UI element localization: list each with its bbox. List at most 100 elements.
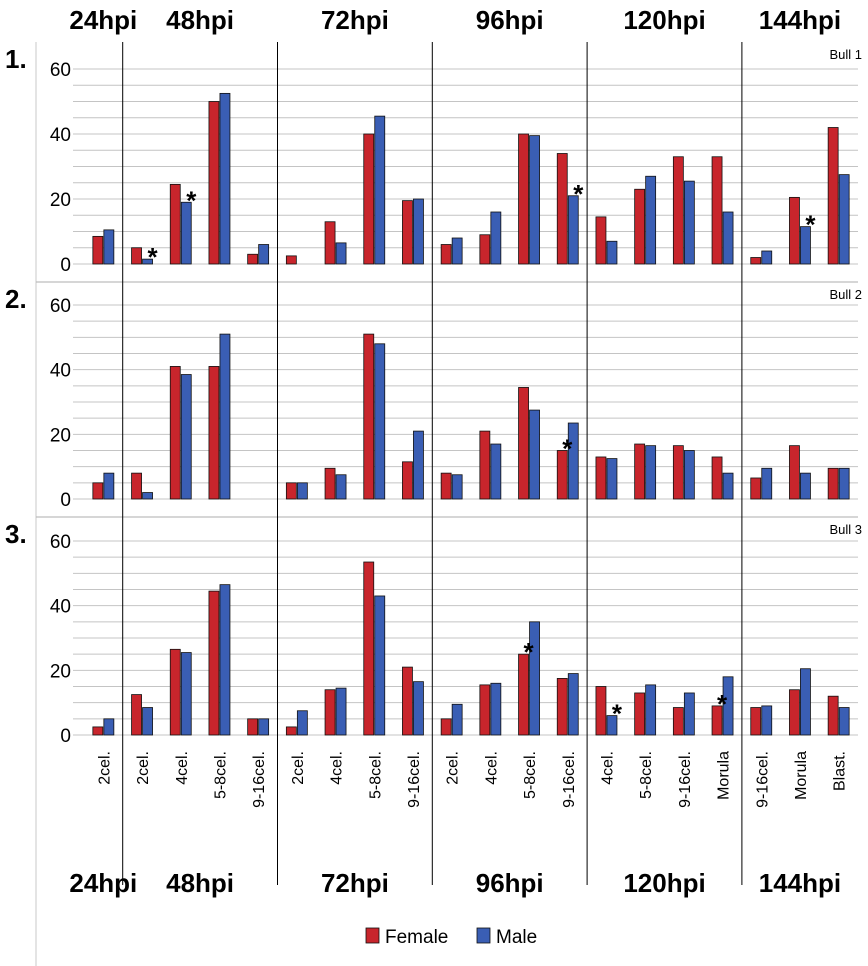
female-bar [789,445,800,500]
male-bar [374,115,386,265]
panel-bull-label: Bull 1 [829,47,862,62]
significance-star: * [805,210,816,240]
male-bar [413,681,424,736]
female-bar [595,216,607,265]
female-bar [789,196,800,265]
male-bar [838,174,850,265]
female-bar [672,445,684,500]
x-category-label: 2cel. [290,751,307,785]
y-tick-label: 40 [50,597,71,618]
bottom-header-label: 96hpi [476,868,544,898]
bottom-header-label: 144hpi [759,868,841,898]
significance-star: * [612,699,623,729]
bottom-header-label: 72hpi [321,868,389,898]
female-bar [556,450,568,500]
male-bar [645,175,657,265]
female-bar [131,247,142,265]
male-bar [838,707,850,736]
male-bar [335,687,347,736]
x-category-label: 5-8cel. [522,751,539,799]
x-category-label: 4cel. [329,751,346,785]
female-bar [750,707,762,736]
male-bar [219,92,231,265]
male-bar [142,492,153,500]
female-bar [402,200,413,265]
x-category-label: 4cel. [599,751,616,785]
significance-star: * [717,689,728,719]
panel-number: 2. [5,284,27,314]
female-bar [169,366,181,500]
male-bar [180,652,192,736]
female-bar [363,561,375,736]
male-bar [490,443,502,500]
female-bar [672,707,684,736]
male-bar [258,244,270,265]
x-category-label: 9-16cel. [677,751,694,808]
x-category-label: 2cel. [135,751,152,785]
female-bar [595,686,607,736]
y-tick-label: 60 [50,296,71,317]
top-header-label: 96hpi [476,5,544,35]
male-bar [413,430,424,500]
male-bar [683,692,695,736]
x-category-label: Morula [793,751,810,800]
x-category-label: 5-8cel. [638,751,655,799]
female-bar [440,244,452,265]
female-bar [92,726,104,736]
female-bar [402,666,413,736]
female-bar [247,253,259,265]
female-bar [518,387,529,500]
legend-male-swatch [476,927,491,944]
male-bar [490,211,502,265]
male-bar [645,684,657,736]
male-bar [606,458,618,500]
male-bar [683,180,695,265]
x-category-label: 9-16cel. [754,751,771,808]
male-bar [838,467,850,500]
y-tick-label: 0 [60,490,71,511]
male-bar [374,595,386,736]
female-bar [827,467,839,500]
female-bar [131,694,142,736]
female-bar [672,156,684,265]
male-bar [490,682,502,736]
male-bar [413,198,424,265]
male-bar [606,240,618,265]
female-bar [827,127,839,265]
female-bar [518,653,529,736]
male-bar [219,584,231,736]
male-bar [529,135,540,265]
male-bar [800,472,811,500]
female-bar [634,443,646,500]
panel-number: 3. [5,519,27,549]
male-bar [722,211,734,265]
female-bar [324,221,336,265]
significance-star: * [186,185,197,215]
male-bar [374,343,386,500]
male-bar [335,474,347,500]
female-bar [92,235,104,265]
female-bar [169,648,181,736]
female-bar [208,590,220,736]
female-bar [595,456,607,500]
male-bar [683,450,695,500]
female-bar [131,472,142,500]
top-header-label: 24hpi [69,5,137,35]
male-bar [103,472,115,500]
x-category-label: 5-8cel. [367,751,384,799]
x-category-label: 5-8cel. [212,751,229,799]
significance-star: * [562,434,573,464]
male-bar [722,676,734,736]
female-bar [285,726,297,736]
female-bar [518,133,529,265]
bottom-header-label: 48hpi [166,868,234,898]
x-category-label: 2cel. [445,751,462,785]
male-bar [800,226,811,265]
male-bar [529,409,540,500]
y-tick-label: 40 [50,125,71,146]
female-bar [750,477,762,500]
y-tick-label: 20 [50,661,71,682]
y-tick-label: 60 [50,532,71,553]
male-bar [451,474,463,500]
